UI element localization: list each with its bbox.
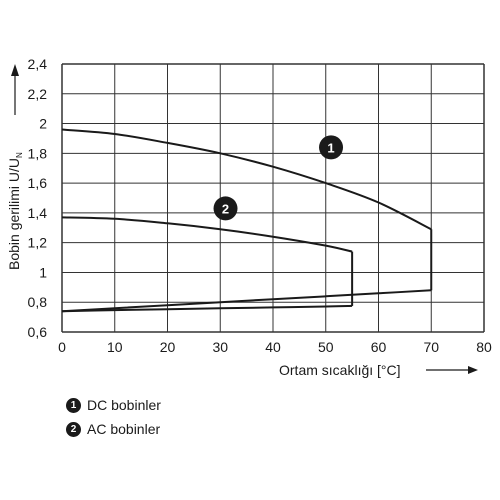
- legend-label-ac: AC bobinler: [87, 421, 161, 437]
- y-tick-label: 1,2: [28, 235, 48, 251]
- x-tick-label: 80: [476, 339, 492, 355]
- legend-label-dc: DC bobinler: [87, 397, 161, 413]
- legend-badge-1: 1: [66, 397, 81, 413]
- grid: [61, 63, 485, 333]
- legend: 1 DC bobinler 2 AC bobinler: [66, 395, 161, 443]
- series-badge-2: 2: [213, 196, 238, 221]
- svg-text:2: 2: [222, 201, 229, 216]
- y-tick-label: 0,6: [28, 324, 48, 340]
- svg-text:1: 1: [327, 140, 334, 155]
- series-1-upper-limit-line: [61, 128, 432, 231]
- y-tick-labels: 0,6 0,8 1 1,2 1,4 1,6 1,8 2 2,2 2,4: [28, 56, 48, 340]
- series-2-upper-limit-line: [61, 216, 353, 253]
- y-axis-arrow: [11, 64, 19, 115]
- x-tick-label: 50: [318, 339, 334, 355]
- x-tick-label: 70: [423, 339, 439, 355]
- x-tick-label: 30: [212, 339, 228, 355]
- x-tick-label: 0: [58, 339, 66, 355]
- y-tick-label: 2,2: [28, 86, 48, 102]
- series-badge-1: 1: [319, 135, 344, 160]
- y-tick-label: 1,6: [28, 175, 48, 191]
- series-1-lower-limit-line: [61, 289, 432, 313]
- x-axis-label: Ortam sıcaklığı [°C]: [279, 362, 401, 378]
- y-axis-label: Bobin gerilimi U/UN: [6, 152, 24, 270]
- legend-item-ac: 2 AC bobinler: [66, 419, 161, 439]
- x-tick-label: 60: [371, 339, 387, 355]
- legend-item-dc: 1 DC bobinler: [66, 395, 161, 415]
- y-tick-label: 2,4: [28, 56, 48, 72]
- series-2-lower-limit-line: [61, 304, 353, 313]
- y-tick-label: 1: [39, 264, 47, 280]
- x-tick-label: 40: [265, 339, 281, 355]
- legend-badge-2: 2: [66, 421, 81, 437]
- series-badges: 12: [213, 135, 344, 221]
- y-tick-label: 2: [39, 116, 47, 132]
- x-tick-label: 10: [107, 339, 123, 355]
- y-tick-label: 1,4: [28, 205, 48, 221]
- y-tick-label: 1,8: [28, 145, 48, 161]
- series-lines: [61, 128, 433, 313]
- x-axis-arrow: [426, 366, 478, 374]
- x-tick-label: 20: [160, 339, 176, 355]
- x-tick-labels: 0 10 20 30 40 50 60 70 80: [58, 339, 492, 355]
- y-tick-label: 0,8: [28, 294, 48, 310]
